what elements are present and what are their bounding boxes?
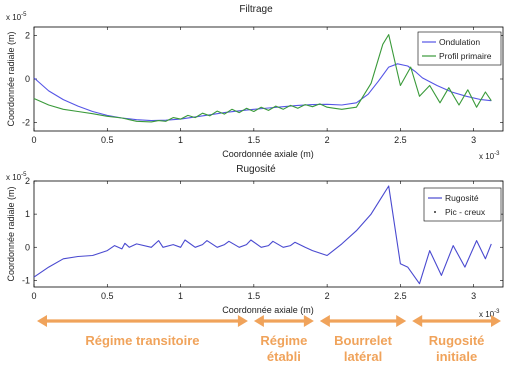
rugosite-x-multiplier: x 10-3 bbox=[479, 309, 500, 319]
legend-label-profil-primaire: Profil primaire bbox=[439, 51, 492, 61]
rugosite-series bbox=[33, 185, 492, 285]
filtrage-legend-box bbox=[417, 31, 502, 66]
rugosite-legend-box bbox=[423, 187, 502, 222]
filtrage-x-tick-label: 0.5 bbox=[101, 135, 114, 145]
rugosite-y-multiplier: x 10-5 bbox=[6, 172, 27, 182]
legend-label-pic-creux: Pic - creux bbox=[445, 207, 486, 217]
region-arrow-head-left bbox=[412, 315, 423, 327]
region-label: Rugosité bbox=[429, 333, 485, 348]
filtrage-x-tick-label: 1.5 bbox=[248, 135, 261, 145]
filtrage-x-label: Coordonnée axiale (m) bbox=[222, 149, 314, 159]
filtrage-series bbox=[33, 34, 492, 123]
rugosite-line-rugosit- bbox=[33, 185, 492, 285]
rugosite-x-tick-label: 1 bbox=[178, 291, 183, 301]
legend-label-ondulation: Ondulation bbox=[439, 37, 480, 47]
region-arrow-head-left bbox=[253, 315, 264, 327]
region-label: Régime transitoire bbox=[85, 333, 199, 348]
filtrage-x-tick-label: 0 bbox=[31, 135, 36, 145]
rugosite-x-tick-label: 3 bbox=[471, 291, 476, 301]
filtrage-x-tick-label: 2 bbox=[325, 135, 330, 145]
filtrage-x-tick-label: 2.5 bbox=[394, 135, 407, 145]
rugosite-y-tick-label: 0 bbox=[25, 242, 30, 252]
filtrage-y-tick-label: 0 bbox=[25, 74, 30, 84]
filtrage-y-tick-label: -2 bbox=[22, 117, 30, 127]
rugosite-x-tick-label: 2.5 bbox=[394, 291, 407, 301]
region-label-line2: initiale bbox=[436, 349, 477, 364]
region-label-line2: latéral bbox=[344, 349, 382, 364]
filtrage-y-multiplier: x 10-5 bbox=[6, 12, 27, 22]
region-arrow-head-right bbox=[237, 315, 248, 327]
rugosite-y-tick-label: 2 bbox=[25, 176, 30, 186]
filtrage-y-tick-label: 2 bbox=[25, 31, 30, 41]
region-label-line2: établi bbox=[267, 349, 301, 364]
filtrage-ticks: 0 0.5 1 1.5 2 2.5 3-202 bbox=[22, 27, 503, 145]
region-arrow-head-right bbox=[303, 315, 314, 327]
region-label: Bourrelet bbox=[334, 333, 392, 348]
region-arrow-head-right bbox=[396, 315, 407, 327]
filtrage-x-tick-label: 3 bbox=[471, 135, 476, 145]
legend-label-rugosite: Rugosité bbox=[445, 193, 479, 203]
filtrage-legend: Ondulation Profil primaire bbox=[417, 31, 502, 66]
filtrage-line-profil-primaire bbox=[33, 34, 492, 123]
filtrage-plot: Filtrage x 10-5 0 0.5 1 1.5 2 2.5 3-202 Coordo… bbox=[6, 4, 504, 161]
rugosite-x-label: Coordonnée axiale (m) bbox=[222, 305, 314, 315]
filtrage-x-tick-label: 1 bbox=[178, 135, 183, 145]
rugosite-legend: Rugosité Pic - creux bbox=[423, 187, 502, 222]
rugosite-y-tick-label: 1 bbox=[25, 209, 30, 219]
filtrage-x-multiplier: x 10-3 bbox=[479, 151, 500, 161]
region-arrow-head-left bbox=[319, 315, 330, 327]
rugosite-title: Rugosité bbox=[236, 164, 276, 175]
rugosite-x-tick-label: 2 bbox=[325, 291, 330, 301]
rugosite-x-tick-label: 0 bbox=[31, 291, 36, 301]
rugosite-x-tick-label: 0.5 bbox=[101, 291, 114, 301]
legend-marker-pic-creux bbox=[434, 211, 436, 213]
rugosite-y-label: Coordonnée radiale (m) bbox=[6, 186, 16, 281]
region-arrow-head-left bbox=[37, 315, 47, 327]
rugosite-x-tick-label: 1.5 bbox=[248, 291, 261, 301]
rugosite-y-tick-label: -1 bbox=[22, 275, 30, 285]
region-label: Régime bbox=[260, 333, 307, 348]
region-arrow-head-right bbox=[491, 315, 501, 327]
filtrage-y-label: Coordonnée radiale (m) bbox=[6, 31, 16, 126]
filtrage-title: Filtrage bbox=[239, 4, 273, 15]
